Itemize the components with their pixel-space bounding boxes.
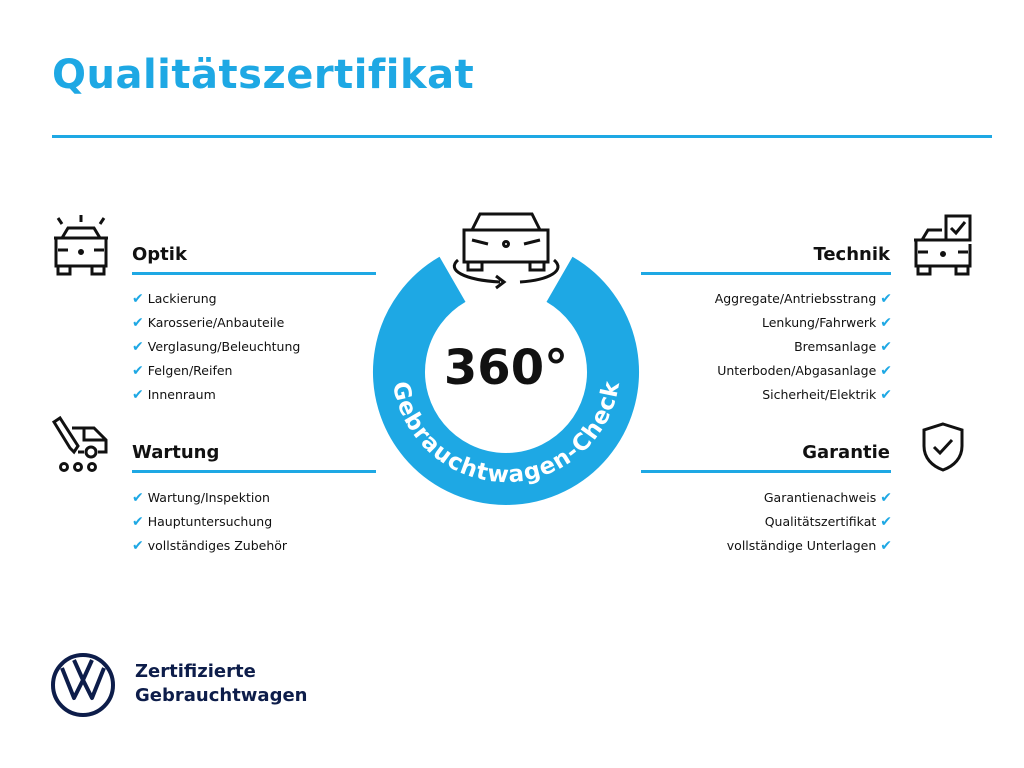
list-item: ✔ Felgen/Reifen [132,363,233,379]
list-technik: Aggregate/Antriebsstrang ✔ Lenkung/Fahrwe… [715,287,892,407]
check-icon: ✔ [132,315,144,331]
list-item: ✔ Lackierung [132,291,217,307]
list-item: ✔ Karosserie/Anbauteile [132,315,285,331]
car-lights-icon [54,215,108,276]
check-icon: ✔ [132,514,144,530]
section-divider [641,470,891,473]
page-title: Qualitätszertifikat [52,52,475,98]
car-rotate-icon [452,212,560,290]
list-item: Sicherheit/Elektrik ✔ [762,387,892,403]
check-icon: ✔ [880,490,892,506]
list-item: Garantienachweis ✔ [763,490,892,506]
check-icon: ✔ [880,339,892,355]
list-garantie: Garantienachweis ✔ Qualitätszertifikat ✔ v… [727,486,892,558]
list-item: Qualitätszertifikat ✔ [764,514,892,530]
list-wartung: ✔ Wartung/Inspektion ✔ Hauptuntersuchung ✔… [132,486,287,558]
list-item: Bremsanlage ✔ [794,339,892,355]
list-item: vollständige Unterlagen ✔ [726,538,892,554]
check-icon: ✔ [880,363,892,379]
list-item: ✔ Hauptuntersuchung [132,514,273,530]
check-icon: ✔ [132,490,144,506]
shield-check-icon [922,422,964,472]
check-icon: ✔ [132,387,144,403]
list-item: Aggregate/Antriebsstrang ✔ [714,291,892,307]
title-divider [52,135,992,138]
check-icon: ✔ [132,363,144,379]
service-van-icon [51,415,108,472]
list-optik: ✔ Lackierung ✔ Karosserie/Anbauteile ✔ Verg… [132,287,300,407]
center-value: 360° [443,340,569,396]
check-icon: ✔ [132,339,144,355]
vw-logo [51,653,115,717]
car-checklist-icon [914,214,972,276]
check-icon: ✔ [880,514,892,530]
section-title-optik: Optik [132,244,187,265]
list-item: Unterboden/Abgasanlage ✔ [717,363,892,379]
ring-arc [373,256,639,505]
check-icon: ✔ [132,538,144,554]
section-divider [132,272,376,275]
list-item: ✔ Wartung/Inspektion [132,490,270,506]
check-icon: ✔ [880,387,892,403]
check-icon: ✔ [880,315,892,331]
list-item: Lenkung/Fahrwerk ✔ [762,315,892,331]
section-divider [132,470,376,473]
section-title-wartung: Wartung [132,442,220,463]
section-title-garantie: Garantie [802,442,890,463]
check-icon: ✔ [132,291,144,307]
list-item: ✔ Innenraum [132,387,216,403]
check-icon: ✔ [880,538,892,554]
brand-text: Zertifizierte Gebrauchtwagen [135,661,308,706]
ring-graphic: Gebrauchtwagen-Check [373,212,639,505]
list-item: ✔ vollständiges Zubehör [132,538,288,554]
section-divider [641,272,891,275]
check-icon: ✔ [880,291,892,307]
section-title-technik: Technik [813,244,890,265]
list-item: ✔ Verglasung/Beleuchtung [132,339,301,355]
